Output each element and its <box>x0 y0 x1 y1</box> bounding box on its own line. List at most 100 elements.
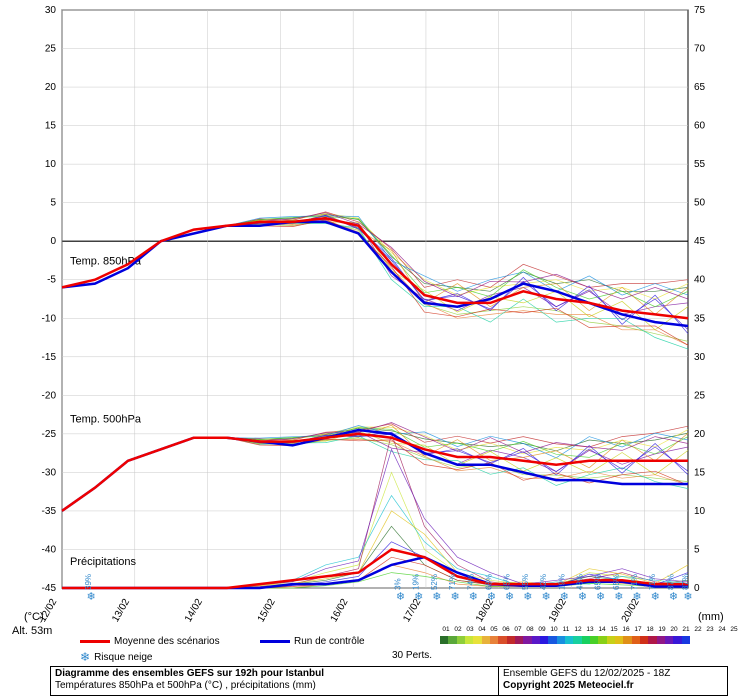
svg-text:3%: 3% <box>393 578 402 590</box>
svg-text:❄: ❄ <box>651 591 660 603</box>
svg-text:19%: 19% <box>412 574 421 590</box>
footer-subtitle: Températures 850hPa et 500hPa (°C) , pré… <box>55 680 494 692</box>
svg-text:10: 10 <box>45 159 57 170</box>
svg-text:❄: ❄ <box>505 591 514 603</box>
svg-text:65%: 65% <box>612 574 621 590</box>
pert-swatch <box>657 636 665 644</box>
svg-text:15: 15 <box>45 121 57 132</box>
svg-text:❄: ❄ <box>596 591 605 603</box>
legend-snow-label: Risque neige <box>94 652 152 663</box>
pert-swatch <box>665 636 673 644</box>
legend-mean: Moyenne des scénarios <box>80 636 220 647</box>
svg-text:❄: ❄ <box>632 591 641 603</box>
chart-svg: -45-40-35-30-25-20-15-10-505101520253005… <box>0 0 740 700</box>
svg-text:-40: -40 <box>42 544 57 555</box>
svg-text:❄: ❄ <box>578 591 587 603</box>
footer-box: Diagramme des ensembles GEFS sur 192h po… <box>50 666 728 696</box>
footer-title: Diagramme des ensembles GEFS sur 192h po… <box>55 668 494 680</box>
svg-text:70: 70 <box>694 44 706 55</box>
svg-text:❄: ❄ <box>683 591 692 603</box>
svg-text:20: 20 <box>45 82 57 93</box>
svg-text:60: 60 <box>694 121 706 132</box>
legend-control-line <box>260 640 290 643</box>
svg-text:-20: -20 <box>42 390 57 401</box>
svg-text:Alt. 53m: Alt. 53m <box>12 625 52 637</box>
pert-swatch <box>557 636 565 644</box>
legend-mean-label: Moyenne des scénarios <box>114 636 220 647</box>
svg-text:❄: ❄ <box>487 591 496 603</box>
pert-swatch <box>448 636 456 644</box>
svg-text:42%: 42% <box>539 574 548 590</box>
pert-swatch <box>573 636 581 644</box>
pert-swatch <box>615 636 623 644</box>
svg-text:55%: 55% <box>521 574 530 590</box>
svg-text:❄: ❄ <box>523 591 532 603</box>
svg-text:50: 50 <box>694 198 706 209</box>
footer-run-info: Ensemble GEFS du 12/02/2025 - 18Z <box>503 668 723 680</box>
pert-swatch <box>482 636 490 644</box>
svg-text:❄: ❄ <box>87 591 96 603</box>
svg-text:75: 75 <box>694 5 706 16</box>
svg-text:Précipitations: Précipitations <box>70 556 137 568</box>
svg-text:39%: 39% <box>84 574 93 590</box>
svg-text:35: 35 <box>694 313 706 324</box>
snowflake-icon: ❄ <box>80 650 90 664</box>
svg-text:19%: 19% <box>557 574 566 590</box>
pert-swatch <box>465 636 473 644</box>
svg-text:65%: 65% <box>594 574 603 590</box>
pert-swatch <box>598 636 606 644</box>
pert-swatch <box>582 636 590 644</box>
footer-copyright: Copyright 2025 Meteociel.fr <box>503 680 723 692</box>
svg-text:25: 25 <box>45 44 57 55</box>
svg-text:❄: ❄ <box>541 591 550 603</box>
footer-right: Ensemble GEFS du 12/02/2025 - 18Z Copyri… <box>499 667 727 695</box>
svg-text:-10: -10 <box>42 313 57 324</box>
pert-swatch <box>457 636 465 644</box>
svg-text:❄: ❄ <box>396 591 405 603</box>
svg-text:0: 0 <box>50 236 56 247</box>
legend-control-label: Run de contrôle <box>294 636 365 647</box>
svg-text:65%: 65% <box>503 574 512 590</box>
svg-text:25: 25 <box>694 390 706 401</box>
svg-text:0: 0 <box>694 583 700 594</box>
pert-swatch <box>673 636 681 644</box>
svg-text:45: 45 <box>694 236 706 247</box>
svg-text:40: 40 <box>694 275 706 286</box>
pert-swatch <box>473 636 481 644</box>
svg-text:-45: -45 <box>42 583 57 594</box>
svg-text:(mm): (mm) <box>698 611 724 623</box>
legend-perts-label: 30 Perts. <box>392 650 432 661</box>
svg-text:❄: ❄ <box>450 591 459 603</box>
legend-snow: ❄ Risque neige <box>80 650 152 664</box>
footer-left: Diagramme des ensembles GEFS sur 192h po… <box>51 667 499 695</box>
pert-swatch <box>498 636 506 644</box>
svg-text:30: 30 <box>694 352 706 363</box>
svg-text:-15: -15 <box>42 352 57 363</box>
pert-swatch <box>440 636 448 644</box>
pert-swatch <box>515 636 523 644</box>
svg-text:71%: 71% <box>630 574 639 590</box>
svg-text:65: 65 <box>694 82 706 93</box>
pert-swatch <box>507 636 515 644</box>
legend-pert-numbers: 0102030405060708091011121314151617181920… <box>440 626 740 633</box>
svg-text:❄: ❄ <box>614 591 623 603</box>
pert-swatch <box>648 636 656 644</box>
svg-text:❄: ❄ <box>432 591 441 603</box>
svg-text:❄: ❄ <box>669 591 678 603</box>
pert-swatch <box>490 636 498 644</box>
svg-text:71%: 71% <box>448 574 457 590</box>
legend-mean-line <box>80 640 110 643</box>
pert-swatch <box>640 636 648 644</box>
svg-text:30: 30 <box>45 5 57 16</box>
pert-swatch <box>607 636 615 644</box>
svg-text:87%: 87% <box>666 574 675 590</box>
svg-text:5: 5 <box>50 198 56 209</box>
svg-text:❄: ❄ <box>414 591 423 603</box>
svg-text:15: 15 <box>694 467 706 478</box>
svg-text:48%: 48% <box>575 574 584 590</box>
pert-swatch <box>548 636 556 644</box>
legend-control: Run de contrôle <box>260 636 365 647</box>
pert-swatch <box>623 636 631 644</box>
svg-text:❄: ❄ <box>560 591 569 603</box>
svg-text:16/02: 16/02 <box>329 597 351 625</box>
